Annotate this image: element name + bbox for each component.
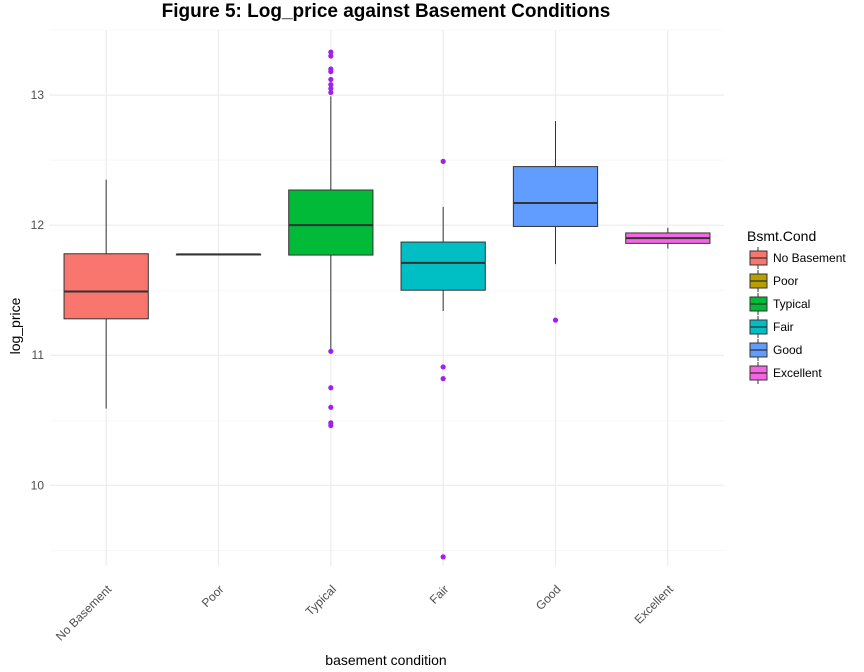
- box-fair: [400, 158, 486, 560]
- y-tick-label: 11: [32, 348, 45, 362]
- outlier-point: [328, 385, 334, 391]
- outlier-point: [328, 53, 334, 59]
- chart-title: Figure 5: Log_price against Basement Con…: [162, 1, 611, 22]
- outlier-point: [440, 376, 446, 382]
- outlier-point: [328, 89, 334, 96]
- legend-label: Typical: [773, 297, 810, 311]
- outlier-point: [440, 554, 446, 560]
- y-tick-label: 10: [31, 478, 45, 492]
- box-iqr: [288, 189, 374, 256]
- y-axis-title: log_price: [7, 297, 23, 354]
- box-good: [512, 121, 599, 323]
- outlier-point: [328, 348, 334, 354]
- box-no-basement: [63, 179, 149, 409]
- legend-label: Poor: [773, 274, 798, 288]
- x-tick-label: Poor: [199, 582, 227, 610]
- legend-item-good: Good: [749, 339, 802, 361]
- legend-item-excellent: Excellent: [749, 362, 822, 384]
- boxes-layer: [63, 49, 711, 560]
- box-typical: [288, 49, 374, 429]
- legend-label: Excellent: [773, 366, 822, 380]
- y-tick-label: 12: [31, 218, 45, 232]
- y-axis-ticks: 10 11 12 13: [31, 88, 45, 492]
- x-tick-label: Fair: [427, 582, 452, 607]
- box-excellent: [625, 227, 711, 249]
- legend-label: No Basement: [773, 251, 846, 265]
- outlier-point: [328, 85, 334, 92]
- x-tick-label: No Basement: [53, 582, 115, 644]
- x-axis-title: basement condition: [325, 652, 446, 668]
- legend: Bsmt.Cond No Basement Poor Typical Fair Good…: [747, 228, 846, 384]
- legend-item-poor: Poor: [749, 270, 798, 292]
- box-iqr: [400, 241, 486, 291]
- legend-item-typical: Typical: [749, 293, 810, 315]
- x-tick-label: Good: [533, 582, 564, 613]
- box-iqr: [512, 166, 599, 227]
- box-iqr: [63, 253, 149, 320]
- legend-items: No Basement Poor Typical Fair Good Excellent: [749, 247, 846, 384]
- legend-label: Good: [773, 343, 802, 357]
- outlier-point: [328, 422, 334, 429]
- outlier-point: [328, 49, 334, 55]
- legend-label: Fair: [773, 320, 794, 334]
- legend-item-no-basement: No Basement: [749, 247, 846, 269]
- outlier-point: [328, 82, 334, 88]
- outlier-point: [328, 69, 334, 75]
- x-axis-ticks: No Basement Poor Typical Fair Good Excellent: [53, 582, 676, 644]
- outlier-point: [328, 76, 334, 83]
- outlier-point: [440, 158, 446, 164]
- outlier-point: [328, 404, 334, 410]
- outlier-point: [552, 317, 559, 323]
- x-tick-label: Excellent: [632, 582, 677, 627]
- legend-item-fair: Fair: [749, 316, 794, 338]
- outlier-point: [440, 364, 446, 370]
- y-tick-label: 13: [31, 88, 45, 102]
- box-poor: [175, 253, 262, 256]
- grid-lines: [50, 29, 724, 566]
- legend-title: Bsmt.Cond: [747, 228, 816, 244]
- x-tick-label: Typical: [303, 582, 339, 618]
